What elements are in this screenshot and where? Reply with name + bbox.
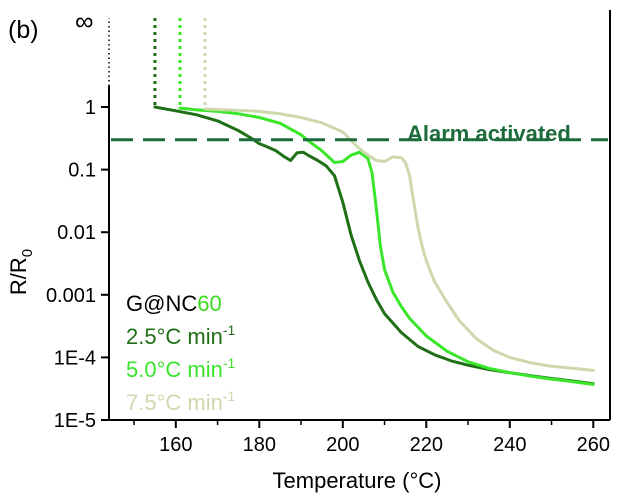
- legend-title: G@NC60: [126, 291, 222, 316]
- y-tick-label-1E-4: 1E-4: [54, 347, 96, 369]
- x-tick-label-180: 180: [243, 434, 276, 456]
- x-tick-label-220: 220: [410, 434, 443, 456]
- y-axis-label-sub: 0: [19, 249, 36, 257]
- legend-entry-5-0-name: 5.0°C min: [126, 357, 223, 382]
- series-line-0: [153, 105, 595, 386]
- x-tick-label-160: 160: [159, 434, 192, 456]
- legend-entry-2-5: 2.5°C min-1: [126, 322, 236, 349]
- x-tick-label-260: 260: [577, 434, 610, 456]
- legend-entry-5-0-sup: -1: [223, 355, 236, 371]
- y-axis-label-main: R/R: [6, 257, 31, 295]
- legend-entry-2-5-sup: -1: [223, 322, 236, 338]
- y-axis-label: R/R0: [6, 249, 36, 295]
- legend-title-suffix: 60: [197, 291, 221, 316]
- legend-entry-7-5: 7.5°C min-1: [126, 388, 236, 415]
- y-tick-label-0.1: 0.1: [68, 160, 96, 182]
- y-tick-label-0.001: 0.001: [46, 285, 96, 307]
- y-tick-label-0.01: 0.01: [57, 222, 96, 244]
- series-line-1: [178, 106, 595, 386]
- y-tick-label-1: 1: [85, 97, 96, 119]
- legend-entry-2-5-name: 2.5°C min: [126, 324, 223, 349]
- x-tick-label-240: 240: [493, 434, 526, 456]
- legend-entry-7-5-name: 7.5°C min: [126, 390, 223, 415]
- legend-entry-5-0: 5.0°C min-1: [126, 355, 236, 382]
- series-line-2: [203, 107, 595, 372]
- y-infinity-label: ∞: [75, 6, 94, 36]
- x-axis-label: Temperature (°C): [273, 468, 442, 493]
- y-tick-label-1E-5: 1E-5: [54, 410, 96, 432]
- legend-entry-7-5-sup: -1: [223, 388, 236, 404]
- panel-label: (b): [8, 16, 39, 44]
- legend-title-prefix: G@NC: [126, 291, 197, 316]
- threshold-label: Alarm activated: [407, 121, 571, 146]
- x-tick-label-200: 200: [326, 434, 359, 456]
